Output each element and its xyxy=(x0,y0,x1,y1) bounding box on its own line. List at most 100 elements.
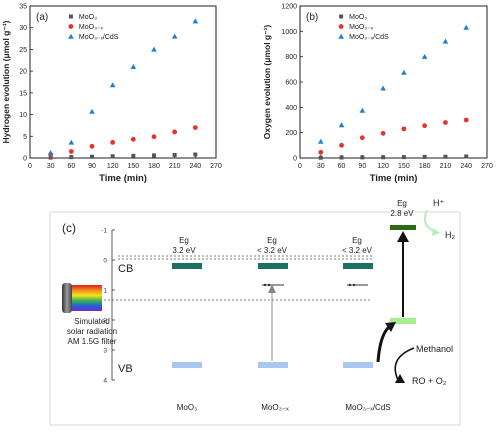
oxidation-arrow xyxy=(394,347,415,381)
chart-b-legend-marker xyxy=(339,14,344,19)
chart-b-series-2-point xyxy=(380,85,386,91)
methanol-label: Methanol xyxy=(416,344,453,354)
chart-a-series-0-point xyxy=(131,153,136,158)
chart-a-x-tick-label: 0 xyxy=(28,163,32,170)
cb-label: CB xyxy=(118,263,133,275)
solar-lamp-icon xyxy=(62,283,102,313)
chart-a-series-0-point xyxy=(152,153,156,158)
panel-c-label: (c) xyxy=(62,221,76,235)
chart-b-series-0-point xyxy=(401,155,406,160)
products-label: RO + O₂ xyxy=(412,376,447,386)
chart-b-legend-label: MoO₃ xyxy=(349,14,367,21)
energy-axis-tick-label: 4 xyxy=(103,378,107,385)
chart-a-series-0-point xyxy=(48,155,53,160)
chart-b-x-tick-label: 120 xyxy=(377,163,389,170)
chart-b-x-tick-label: 210 xyxy=(440,163,452,170)
chart-a-y-tick-label: 25 xyxy=(19,47,27,54)
energy-axis-tick-label: 1 xyxy=(103,288,107,295)
chart-a-y-tick-label: 15 xyxy=(19,90,27,97)
chart-b-plot-frame xyxy=(299,5,488,159)
chart-a-series-1-point xyxy=(89,143,95,149)
moo3x-label: MoO₃₋ₓ xyxy=(261,403,289,412)
chart-b-x-tick-label: 150 xyxy=(398,163,410,170)
composite-eg-value: < 3.2 eV xyxy=(342,246,373,255)
cds-eg-title: Eg xyxy=(397,199,407,208)
chart-a-legend-label: MoO₃₋ₓ/CdS xyxy=(79,34,119,41)
moo3-eg-title: Eg xyxy=(179,236,189,245)
source-line-1: Simulated xyxy=(74,317,110,326)
hole-transfer-arrowhead xyxy=(385,322,396,332)
chart-a-legend-label: MoO₃ xyxy=(79,14,97,21)
cds-vb-band xyxy=(390,318,416,324)
chart-a-x-tick-label: 60 xyxy=(67,163,75,170)
panel-c-diagram: (c) -1 0 1 2 3 4 CB VB Eg 3.2 eV MoO₃ Eg < 3.… xyxy=(49,198,461,426)
chart-a-series-0-point xyxy=(172,152,177,157)
chart-b-series-0-point xyxy=(381,155,386,160)
vb-label: VB xyxy=(118,363,133,375)
source-line-3: AM 1.5G filter xyxy=(68,337,117,346)
oxidation-arrowhead xyxy=(395,374,405,383)
composite-label: MoO₃₋ₓ/CdS xyxy=(345,403,390,412)
chart-b-series-2-point xyxy=(463,24,470,30)
chart-b-series-0-point xyxy=(422,154,427,159)
energy-axis-tick-label: 2 xyxy=(103,318,107,325)
chart-b-series-0-point xyxy=(443,154,448,159)
chart-a-y-tick-label: 0 xyxy=(23,156,27,163)
energy-axis: -1 0 1 2 3 4 xyxy=(101,228,115,385)
chart-b-legend-marker xyxy=(338,24,344,29)
panel-a-chart: 0 30 60 90 120 150 180 210 240 270 0 5 10 15 20 25 30 35 T… xyxy=(1,4,222,185)
chart-b-series-1-point xyxy=(463,117,469,123)
chart-b-x-axis-label: Time (min) xyxy=(370,173,418,184)
moo3x-excitation-arrowhead xyxy=(268,284,276,293)
chart-b-y-tick-label: 400 xyxy=(285,105,297,112)
chart-a-x-tick-label: 210 xyxy=(169,163,181,170)
chart-b-series-0-point xyxy=(339,155,344,160)
chart-a-y-axis-label: Hydrogen evolution (μmol g⁻¹) xyxy=(1,20,11,143)
moo3-cb-band xyxy=(172,263,202,269)
moo3-vb-band xyxy=(172,362,202,368)
chart-a-series-2-point xyxy=(151,46,157,52)
chart-b-series-0-point xyxy=(318,155,323,160)
chart-a-series-2-point xyxy=(68,139,75,145)
h2-label: H₂ xyxy=(445,230,455,240)
chart-b-y-tick-label: 800 xyxy=(285,54,297,61)
chart-b-y-axis-label: Oxygen evolution (μmol g⁻¹) xyxy=(262,25,272,140)
panel-b-chart: 0 30 60 90 120 150 180 210 240 270 0 200 400 600 800 10… xyxy=(262,4,493,185)
chart-b-panel-label: (b) xyxy=(306,12,318,23)
chart-a-x-axis-label: Time (min) xyxy=(99,173,147,184)
chart-b-series-2-point xyxy=(442,38,449,44)
chart-a-plot-frame xyxy=(29,5,217,159)
composite-defect-state xyxy=(347,283,368,287)
chart-b-x-tick-label: 30 xyxy=(317,163,325,170)
composite-cb-band xyxy=(343,263,373,269)
chart-b-x-tick-label: 270 xyxy=(481,163,493,170)
chart-b-series-2-point xyxy=(338,122,345,128)
chart-a-legend-label: MoO₃₋ₓ xyxy=(79,24,104,31)
chart-a-x-tick-label: 150 xyxy=(127,163,139,170)
moo3x-eg-value: < 3.2 eV xyxy=(257,246,288,255)
reduction-arrowhead xyxy=(432,228,440,236)
chart-b-y-tick-label: 1200 xyxy=(281,4,297,11)
chart-b-y-tick-label: 0 xyxy=(293,156,297,163)
chart-b-series-2-point xyxy=(317,138,324,144)
chart-b-series-0-point xyxy=(464,154,469,159)
chart-b-x-tick-label: 180 xyxy=(419,163,431,170)
cds-eg-value: 2.8 eV xyxy=(390,209,414,218)
energy-axis-tick-label: -1 xyxy=(101,228,107,235)
chart-a-series-0-point xyxy=(193,152,198,157)
chart-b-series-2-point xyxy=(359,107,366,113)
chart-a-series-1-point xyxy=(130,136,136,142)
chart-b-series-2-point xyxy=(401,69,407,75)
chart-a-x-tick-label: 270 xyxy=(210,163,222,170)
h-plus-label: H⁺ xyxy=(433,198,444,208)
chart-b-legend-label: MoO₃₋ₓ/CdS xyxy=(349,34,389,41)
chart-a-y-tick-label: 20 xyxy=(19,69,27,76)
chart-b-legend-marker xyxy=(338,33,344,39)
chart-a-series-1-point xyxy=(172,129,178,135)
chart-a-series-0-point xyxy=(90,154,94,159)
chart-b-series-1-point xyxy=(422,123,428,129)
chart-a-y-tick-label: 10 xyxy=(19,112,27,119)
chart-a-series-1-point xyxy=(192,125,198,130)
